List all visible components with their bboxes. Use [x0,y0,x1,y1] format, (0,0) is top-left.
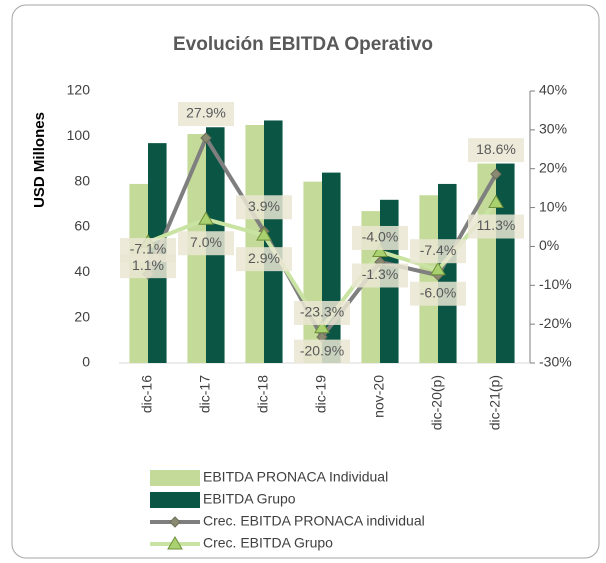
legend-label: EBITDA PRONACA Individual [203,469,388,485]
y-tick-label: 60 [74,218,90,234]
data-label: -23.3% [300,304,344,320]
data-label-box [178,231,234,256]
data-label-box [236,195,292,220]
line-marker [430,261,446,276]
x-tick-label: dic-18 [255,375,271,413]
y-axis-label: USD Millones [31,112,48,208]
bar [477,163,496,363]
x-tick-label: dic-19 [313,375,329,413]
chart-title: Evolución EBITDA Operativo [173,34,433,55]
x-tick-label: dic-16 [139,375,155,413]
line-marker [314,319,330,334]
line-marker [490,168,502,180]
data-label: -20.9% [300,342,344,358]
data-label-box [294,300,350,325]
data-label-box [294,339,350,364]
legend-marker [167,536,183,550]
legend-label: EBITDA Grupo [203,491,296,507]
data-label-box [352,263,408,288]
y-tick-label: 120 [67,82,91,98]
y-tick-label: 20 [74,308,90,324]
data-label: 18.6% [476,141,516,157]
data-label: -6.0% [420,284,457,300]
line-marker [256,227,272,241]
data-label: 2.9% [248,250,280,266]
data-label-box [178,102,234,127]
data-label-box [352,225,408,250]
legend-label: Crec. EBITDA Grupo [203,535,333,551]
x-tick-label: nov-20 [371,375,387,418]
y-tick-label: 100 [67,127,91,143]
data-label: 11.3% [477,217,516,233]
y2-tick-label: 40% [539,82,567,98]
data-label-box [410,281,466,306]
line-marker [200,132,212,144]
legend-swatch [150,470,200,486]
bar [245,125,264,363]
y2-tick-label: -10% [539,276,572,292]
data-label: -4.0% [362,229,399,245]
x-tick-label: dic-21(p) [487,375,503,430]
data-label-box [468,138,524,163]
bar [264,120,283,363]
line-marker [372,243,388,257]
legend-label: Crec. EBITDA PRONACA individual [203,513,425,529]
data-label-box [410,239,466,264]
data-label: -1.3% [362,266,399,282]
bar [496,163,515,363]
y2-tick-label: -20% [539,315,572,331]
data-label: 27.9% [186,105,226,121]
data-label: -7.1% [130,241,167,257]
legend-marker [169,516,181,528]
x-tick-label: dic-17 [197,375,213,413]
y2-tick-label: 20% [539,159,567,175]
legend-swatch [150,492,200,508]
data-label-box [236,247,292,272]
line-marker [198,211,214,225]
x-tick-label: dic-20(p) [429,375,445,430]
data-label-box [120,254,176,279]
y2-tick-label: 10% [539,198,567,214]
data-label: -7.4% [420,242,457,258]
bar [438,183,457,363]
data-label: 7.0% [190,234,222,250]
y-tick-label: 0 [82,354,90,370]
y2-tick-label: 30% [539,121,567,137]
bar [419,195,438,363]
data-label: 3.9% [248,198,280,214]
y2-tick-label: -30% [539,354,572,370]
y2-tick-label: 0% [539,237,559,253]
y-tick-label: 80 [74,172,90,188]
data-label: 1.1% [132,257,164,273]
y-tick-label: 40 [74,263,90,279]
line-marker [488,194,504,209]
data-label-box [468,214,524,239]
